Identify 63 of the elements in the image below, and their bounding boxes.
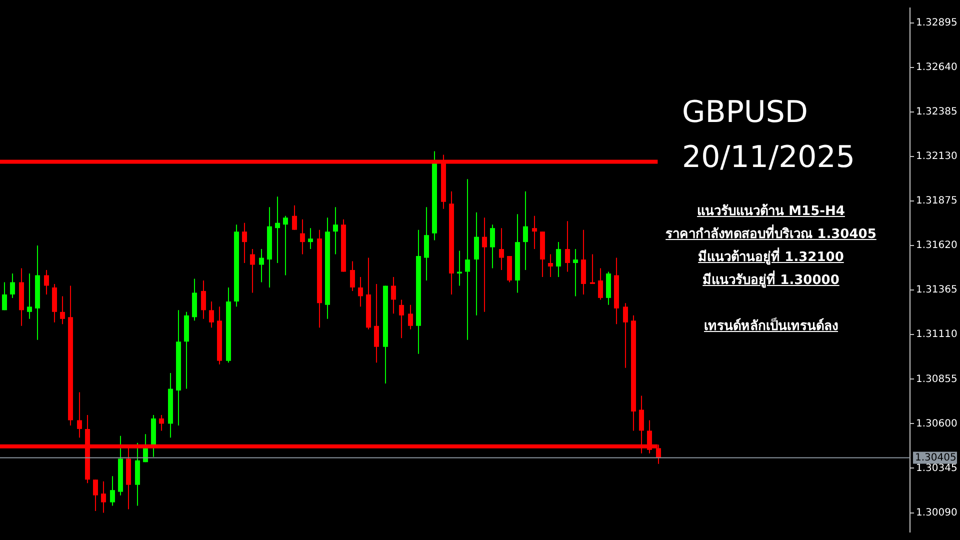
candlestick [598,268,603,300]
candlestick [242,222,247,264]
annotation: แนวรับแนวต้าน M15-H4 [696,202,846,221]
candlestick [374,283,379,364]
text: 20/11/2025 [682,140,855,176]
y-tick-label: 1.30855 [916,374,958,385]
annotation: ราคากำลังทดสอบที่บริเวณ 1.30405 [664,224,878,244]
candlestick [457,250,462,286]
candlestick [490,224,495,269]
candlestick [573,248,578,297]
candlestick [209,300,214,328]
candlestick [333,206,338,255]
candlestick [110,476,115,506]
candlestick [565,220,570,272]
y-tick-label: 1.31620 [916,240,958,252]
candlestick [77,392,82,438]
y-tick-label: 1.30345 [916,462,958,474]
candlestick [259,248,264,283]
candlestick [358,276,363,308]
candlestick [556,242,561,278]
candlestick [499,228,504,270]
candlestick [283,215,288,276]
annotation: มีแนวรับอยู่ที่ 1.30000 [702,270,840,290]
candlestick [548,254,553,278]
y-tick-label: 1.30090 [916,507,958,518]
annotation: เทรนด์หลักเป็นเทรนด์ลง [703,316,839,336]
candlestick [44,270,49,295]
candlestick [623,302,628,368]
candlestick [590,254,595,284]
candlestick [399,299,404,339]
candlestick [10,272,15,298]
candlestick [159,414,164,432]
candlestick [465,178,470,340]
candlestick [250,248,255,294]
candlestick [523,190,528,270]
candlestick [391,276,396,314]
annotation: มีแนวต้านอยู่ที่ 1.32100 [697,246,845,267]
y-tick-label: 1.32130 [916,151,958,162]
y-tick-label: 1.32640 [916,62,958,73]
y-tick-label: 1.32895 [916,17,958,28]
candlestick [60,296,65,325]
candlestick [474,212,479,316]
candlestick [27,272,32,320]
candlestick [101,480,106,514]
candlestick [300,218,305,255]
candlestick [275,196,280,264]
y-tick-label: 1.31875 [916,196,958,207]
candlestick [93,479,98,512]
y-tick-label: 1.32385 [916,106,958,118]
candlestick [201,280,206,320]
candlestick [2,282,7,311]
y-tick-label: 1.31110 [916,329,958,340]
candlestick [308,228,313,250]
candlestick [292,204,297,230]
ref-line-label: 1.30405 [915,452,956,464]
text: GBPUSD [682,95,808,131]
candlestick [424,206,429,281]
candlestick [532,215,537,250]
candlestick [408,304,413,330]
y-tick-label: 1.31365 [916,284,958,296]
candlestick [482,217,487,312]
y-tick-label: 1.30600 [916,418,958,430]
candlestick [350,260,355,292]
